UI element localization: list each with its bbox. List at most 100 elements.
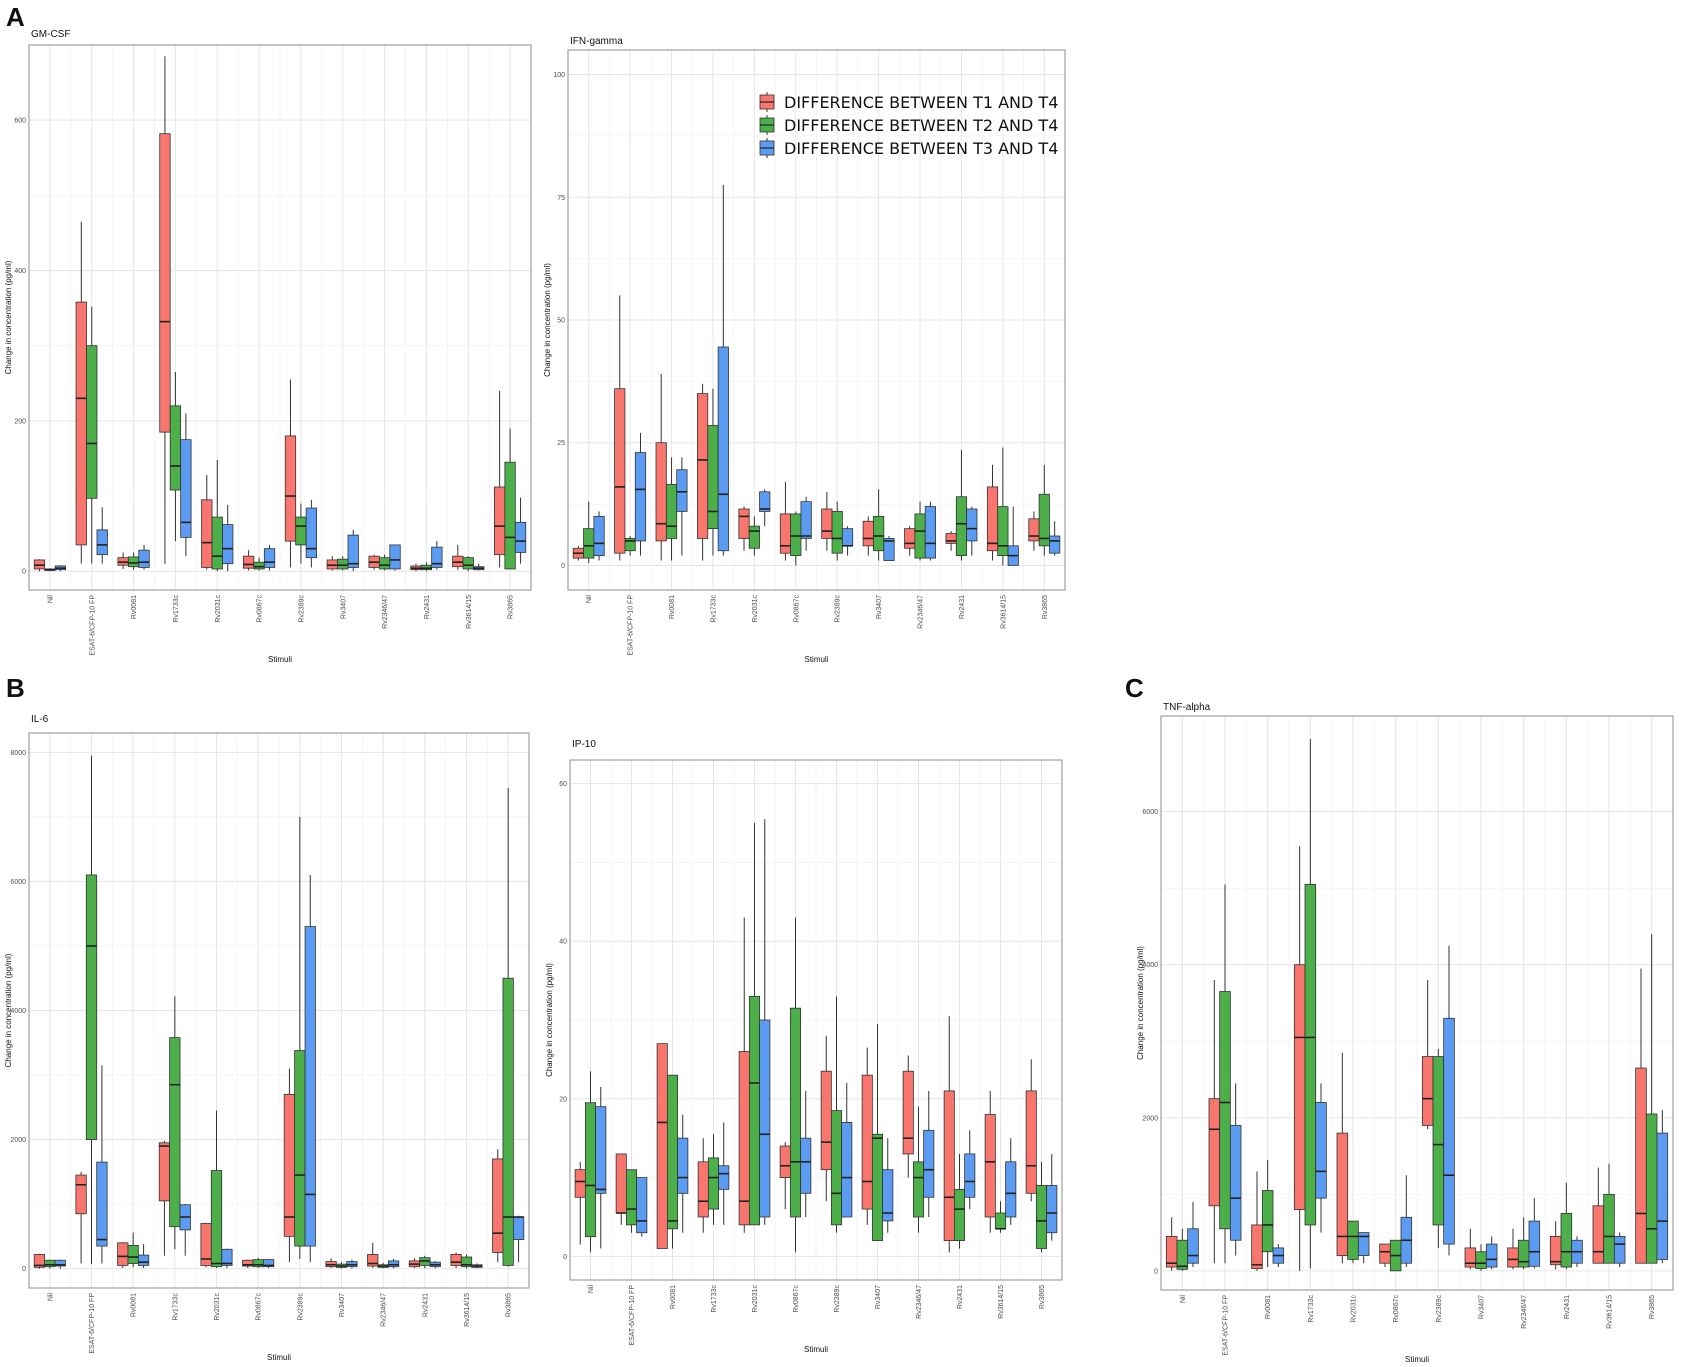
y-tick-label: 6000 xyxy=(10,879,26,886)
box-body xyxy=(1656,1132,1669,1260)
panel-letter-b: B xyxy=(6,673,25,703)
box-body xyxy=(1357,1232,1370,1256)
x-tick-label: Rv3407 xyxy=(1479,1295,1486,1319)
box-rv2031c-s2 xyxy=(221,1248,233,1268)
box-body xyxy=(1038,493,1050,547)
panel-letter-c: C xyxy=(1125,673,1144,703)
x-tick-label: Rv0081 xyxy=(131,595,138,619)
box-body xyxy=(665,484,678,539)
box-body xyxy=(1475,1251,1487,1269)
legend: DIFFERENCE BETWEEN T1 AND T4 DIFFERENCE B… xyxy=(759,92,1058,158)
box-body xyxy=(800,1137,812,1194)
box-body xyxy=(211,516,223,570)
box-rv1733c-s2 xyxy=(179,1204,191,1256)
x-tick-label: Rv1733c xyxy=(711,1285,718,1313)
box-body xyxy=(943,1090,955,1242)
box-rv3614-15-s1 xyxy=(997,447,1009,566)
x-tick-label: Rv3614/15 xyxy=(998,1285,1005,1319)
box-body xyxy=(54,1259,66,1267)
box-rv0867c-s2 xyxy=(262,1258,275,1268)
x-tick-label: ESAT-6/CFP-10 FP xyxy=(89,595,96,656)
legend-item: DIFFERENCE BETWEEN T2 AND T4 xyxy=(759,115,1058,135)
box-body xyxy=(738,1051,750,1226)
chart-4: 0 2000 4000 6000 Nil ESAT-6/CFP-10 FP Rv0081 Rv… xyxy=(1136,702,1674,1364)
box-body xyxy=(389,544,401,570)
plot-frame xyxy=(28,44,532,591)
box-esat-6-cfp-10-fp-s0 xyxy=(75,1171,87,1264)
box-body xyxy=(583,528,595,559)
series-2 xyxy=(54,413,527,572)
box-nil-s2 xyxy=(54,565,67,572)
box-rv0081-s1 xyxy=(127,1232,139,1268)
box-rv0081-s2 xyxy=(137,1244,150,1268)
box-nil-s0 xyxy=(572,545,584,561)
box-body xyxy=(986,486,999,552)
box-body xyxy=(493,486,506,556)
panel-letter-a: A xyxy=(6,2,25,32)
box-rv3614-15-s0 xyxy=(986,464,999,561)
box-body xyxy=(790,513,802,557)
box-body xyxy=(1379,1243,1391,1264)
box-rv2389c-s2 xyxy=(304,874,316,1263)
series-0 xyxy=(33,1068,504,1269)
x-tick-label: Rv0081 xyxy=(670,1285,677,1309)
box-body xyxy=(1336,1132,1349,1256)
box-body xyxy=(873,515,885,552)
box-rv3614-15-s2 xyxy=(1007,506,1019,566)
box-rv1733c-s0 xyxy=(159,56,171,564)
y-axis-title: Change in concentration (pg/ml) xyxy=(543,263,552,377)
y-tick-label: 4000 xyxy=(10,1008,26,1015)
box-body xyxy=(201,499,213,568)
box-rv0081-s2 xyxy=(1272,1244,1285,1268)
box-rv3614-15-s1 xyxy=(994,1201,1007,1233)
box-rv2389c-s2 xyxy=(841,526,854,556)
box-rv3865-s0 xyxy=(492,1149,504,1263)
box-rv2346-47-s2 xyxy=(923,1090,935,1217)
box-body xyxy=(861,1074,873,1210)
box-body xyxy=(221,1248,233,1266)
plot-frame xyxy=(28,732,530,1289)
box-rv2431-s1 xyxy=(419,1255,431,1269)
box-body xyxy=(595,1106,607,1194)
box-body xyxy=(707,1157,720,1210)
box-nil-s2 xyxy=(54,1259,66,1269)
box-body xyxy=(294,1050,306,1247)
box-body xyxy=(460,1256,473,1268)
box-body xyxy=(779,513,792,554)
box-body xyxy=(738,508,750,539)
x-tick-label: Nil xyxy=(588,1285,595,1294)
box-rv3865-s0 xyxy=(1025,1059,1037,1202)
x-tick-label: Rv2431 xyxy=(1564,1295,1571,1319)
box-esat-6-cfp-10-fp-s1 xyxy=(1219,884,1231,1264)
box-body xyxy=(138,549,150,568)
box-body xyxy=(912,1161,925,1218)
box-rv0867c-s2 xyxy=(800,496,812,551)
box-body xyxy=(625,1169,638,1226)
y-tick-label: 100 xyxy=(553,72,565,79)
box-body xyxy=(871,1133,884,1242)
box-body xyxy=(614,388,626,554)
box-rv2389c-s1 xyxy=(1432,1048,1445,1248)
box-body xyxy=(169,405,182,491)
box-body xyxy=(492,1158,504,1253)
box-body xyxy=(1304,883,1317,1226)
y-tick-label: 50 xyxy=(557,318,565,325)
box-body xyxy=(584,1102,597,1238)
y-tick-label: 0 xyxy=(22,1266,26,1273)
box-body xyxy=(304,926,316,1247)
box-body xyxy=(902,1070,914,1155)
box-body xyxy=(945,533,957,544)
box-body xyxy=(222,524,234,565)
box-body xyxy=(574,1169,586,1198)
box-rv3865-s2 xyxy=(514,497,527,564)
box-body xyxy=(1035,1185,1048,1249)
y-tick-label: 0 xyxy=(563,1254,567,1261)
x-tick-label: Rv2346/47 xyxy=(916,1285,923,1319)
legend-label: DIFFERENCE BETWEEN T1 AND T4 xyxy=(784,93,1058,112)
y-tick-label: 0 xyxy=(561,563,565,570)
box-rv3865-s1 xyxy=(504,428,516,570)
box-body xyxy=(1208,1098,1221,1207)
box-rv2431-s1 xyxy=(953,1153,966,1249)
box-rv3614-15-s0 xyxy=(984,1090,996,1233)
